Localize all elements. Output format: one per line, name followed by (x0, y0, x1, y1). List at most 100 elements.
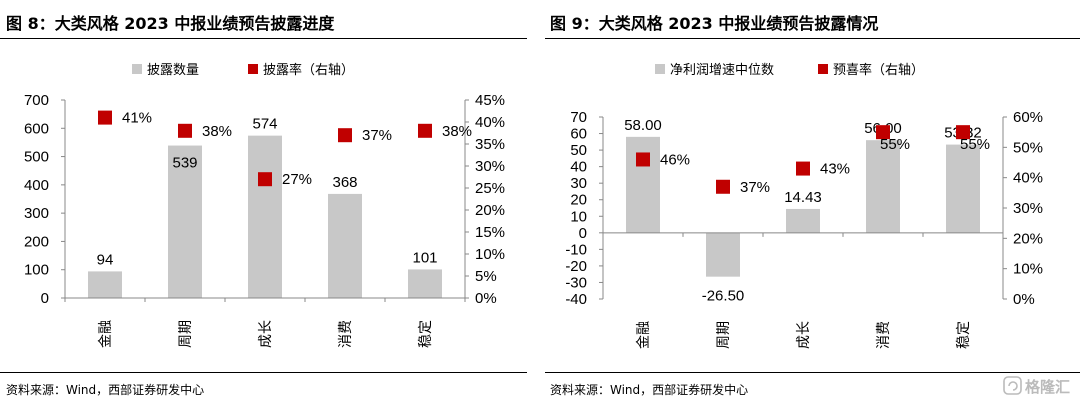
x-category-label: 周期 (715, 321, 731, 349)
y-tick-label-left: 60 (570, 126, 587, 143)
y-tick-label-right: 10% (475, 246, 505, 263)
y-tick-label-right: 45% (475, 92, 505, 109)
y-tick-label-left: 700 (24, 92, 49, 109)
y-tick-label-right: 20% (1013, 230, 1043, 247)
y-tick-label-right: 10% (1013, 261, 1043, 278)
title-rule-right (545, 38, 1080, 39)
y-tick-label-left: 200 (24, 233, 49, 250)
y-tick-label-left: 100 (24, 262, 49, 279)
rate-marker (418, 123, 432, 138)
x-category-label: 金融 (635, 321, 651, 349)
bar-value-label: 574 (252, 116, 277, 133)
bar (88, 271, 122, 298)
y-tick-label-left: -20 (565, 258, 587, 275)
y-tick-label-left: 600 (24, 120, 49, 137)
legend: 披露数量 披露率（右轴） (132, 62, 354, 77)
source-note-right: 资料来源：Wind，西部证券研发中心 (550, 383, 749, 397)
y-tick-label-right: 25% (475, 180, 505, 197)
y-tick-label-right: 5% (475, 268, 497, 285)
bar-value-label: 101 (412, 249, 437, 266)
source-note-left: 资料来源：Wind，西部证券研发中心 (6, 383, 205, 397)
x-category-label: 稳定 (955, 321, 971, 349)
y-tick-label-left: 10 (570, 208, 587, 225)
y-tick-label-right: 60% (1013, 109, 1043, 126)
bar (706, 232, 740, 277)
y-tick-label-right: 0% (1013, 291, 1035, 308)
bar (626, 136, 660, 233)
rate-marker (258, 172, 272, 187)
y-tick-label-left: 20 (570, 192, 587, 209)
rate-value-label: 41% (122, 110, 152, 127)
rate-marker (956, 125, 970, 140)
rate-value-label: 37% (362, 127, 392, 144)
figure-9-title: 图 9：大类风格 2023 中报业绩预告披露情况 (550, 14, 879, 33)
y-tick-label-right: 20% (475, 202, 505, 219)
legend-label-marker: 披露率（右轴） (263, 62, 354, 77)
rate-marker (636, 152, 650, 167)
source-rule-right (545, 372, 1080, 373)
y-tick-label-left: 30 (570, 175, 587, 192)
rate-value-label: 43% (820, 161, 850, 178)
bar (328, 193, 362, 298)
rate-marker (178, 123, 192, 138)
y-tick-label-left: -40 (565, 291, 587, 308)
watermark-logo: 格隆汇 (1003, 376, 1070, 396)
x-category-label: 金融 (97, 320, 113, 348)
bar (168, 145, 202, 298)
legend-swatch-marker (818, 64, 828, 74)
x-category-label: 周期 (177, 320, 193, 348)
bar (786, 208, 820, 233)
y-tick-label-left: -30 (565, 274, 587, 291)
rate-value-label: 55% (880, 136, 910, 153)
rate-value-label: 55% (960, 136, 990, 153)
y-tick-label-left: 0 (579, 225, 587, 242)
bar (866, 140, 900, 233)
legend: 净利润增速中位数 预喜率（右轴） (655, 62, 924, 77)
legend-swatch-bar (132, 64, 142, 74)
y-tick-label-right: 30% (1013, 200, 1043, 217)
bar (248, 135, 282, 298)
rate-marker (98, 110, 112, 125)
bar (408, 269, 442, 298)
bar-value-label: 539 (172, 155, 197, 172)
y-tick-label-right: 35% (475, 136, 505, 153)
y-tick-label-right: 15% (475, 224, 505, 241)
bar-value-label: 14.43 (784, 189, 822, 206)
legend-label-bar: 净利润增速中位数 (670, 62, 774, 77)
y-tick-label-right: 40% (1013, 170, 1043, 187)
legend-swatch-marker (248, 64, 258, 74)
y-tick-label-left: 500 (24, 149, 49, 166)
x-category-label: 消费 (337, 320, 353, 348)
x-category-label: 稳定 (417, 320, 433, 348)
y-tick-label-left: 70 (570, 109, 587, 126)
legend-label-marker: 预喜率（右轴） (833, 62, 924, 77)
bar (946, 144, 980, 233)
disclosure-status-chart: 净利润增速中位数 预喜率（右轴）706050403020100-10-20-30-… (565, 62, 1043, 349)
bar-value-label: -26.50 (702, 288, 745, 305)
legend-label-bar: 披露数量 (147, 62, 199, 77)
y-tick-label-right: 30% (475, 158, 505, 175)
y-tick-label-left: -10 (565, 241, 587, 258)
rate-value-label: 46% (660, 151, 690, 168)
title-rule-left (0, 38, 527, 39)
y-tick-label-right: 40% (475, 114, 505, 131)
figure-8-title: 图 8：大类风格 2023 中报业绩预告披露进度 (6, 14, 335, 33)
disclosure-progress-chart: 披露数量 披露率（右轴） 700 600 500 400 300 200 100 0 45% 40% 3… (24, 62, 505, 348)
x-category-label: 成长 (795, 321, 811, 349)
y-tick-label-left: 50 (570, 142, 587, 159)
x-category-label: 消费 (875, 321, 891, 349)
bar-value-label: 58.00 (624, 117, 662, 134)
rate-value-label: 38% (202, 123, 232, 140)
rate-marker (876, 125, 890, 140)
svg-text:格隆汇: 格隆汇 (1025, 378, 1070, 396)
y-tick-label-left: 0 (41, 290, 49, 307)
y-tick-label-left: 300 (24, 205, 49, 222)
rate-marker (338, 128, 352, 143)
rate-value-label: 27% (282, 171, 312, 188)
y-tick-label-left: 40 (570, 159, 587, 176)
y-tick-label-left: 400 (24, 177, 49, 194)
rate-marker (716, 179, 730, 194)
y-tick-label-right: 0% (475, 290, 497, 307)
bar-value-label: 94 (97, 251, 114, 268)
y-tick-label-right: 50% (1013, 139, 1043, 156)
